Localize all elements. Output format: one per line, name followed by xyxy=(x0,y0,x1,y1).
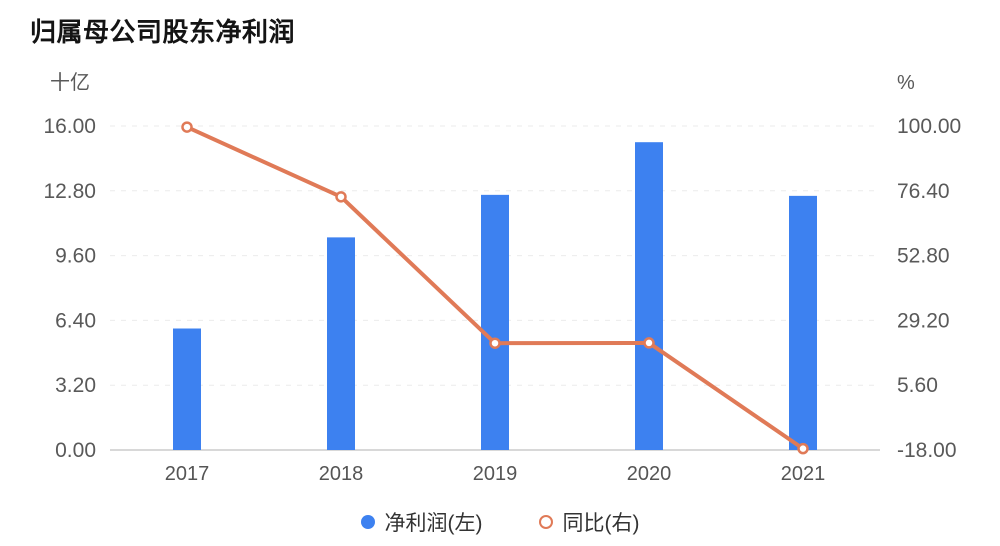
left-axis-tick: 16.00 xyxy=(43,115,96,138)
right-axis-unit: % xyxy=(897,72,915,94)
right-axis-tick: 29.20 xyxy=(897,309,950,332)
x-axis-label-2018: 2018 xyxy=(319,463,364,485)
yoy-point-2021 xyxy=(797,442,809,455)
legend-item-yoy[interactable]: 同比(右) xyxy=(538,507,640,537)
legend-item-net-profit[interactable]: 净利润(左) xyxy=(360,507,483,537)
net-profit-legend-circle-icon xyxy=(360,515,375,529)
x-axis-label-2019: 2019 xyxy=(473,463,518,485)
yoy-point-2017 xyxy=(181,121,193,133)
yoy-legend-circle-icon xyxy=(538,515,553,529)
bar-2020 xyxy=(635,142,663,450)
left-axis-tick: 9.60 xyxy=(55,245,96,268)
left-axis-tick: 6.40 xyxy=(55,309,96,332)
yoy-point-2019 xyxy=(489,337,501,349)
legend-label-net-profit: 净利润(左) xyxy=(384,512,483,535)
right-axis-tick: 76.40 xyxy=(897,180,950,203)
chart-title: 归属母公司股东净利润 xyxy=(30,17,296,47)
chart-canvas: 16.00 100.00 12.80 76.40 9.60 52.80 6.40 29.20 3… xyxy=(43,71,961,485)
legend-label-yoy: 同比(右) xyxy=(562,512,640,535)
right-axis-tick: -18.00 xyxy=(897,439,957,462)
legend: 净利润(左) 同比(右) xyxy=(0,507,1000,537)
right-axis-tick: 5.60 xyxy=(897,374,938,397)
bar-2021 xyxy=(789,195,817,450)
left-axis-unit: 十亿 xyxy=(50,71,90,94)
yoy-point-2020 xyxy=(643,337,655,349)
x-axis-label-2021: 2021 xyxy=(781,463,826,485)
right-axis-tick: 100.00 xyxy=(897,115,961,138)
x-axis-label-2020: 2020 xyxy=(627,463,672,485)
bar-2019 xyxy=(481,194,509,450)
bar-2018 xyxy=(327,237,355,450)
left-axis-tick: 3.20 xyxy=(55,374,96,397)
bar-2017 xyxy=(173,328,201,450)
right-axis-tick: 52.80 xyxy=(897,245,950,268)
x-axis-label-2017: 2017 xyxy=(165,463,210,485)
left-axis-tick: 0.00 xyxy=(55,439,96,462)
left-axis-tick: 12.80 xyxy=(43,180,96,203)
yoy-point-2018 xyxy=(335,191,347,203)
